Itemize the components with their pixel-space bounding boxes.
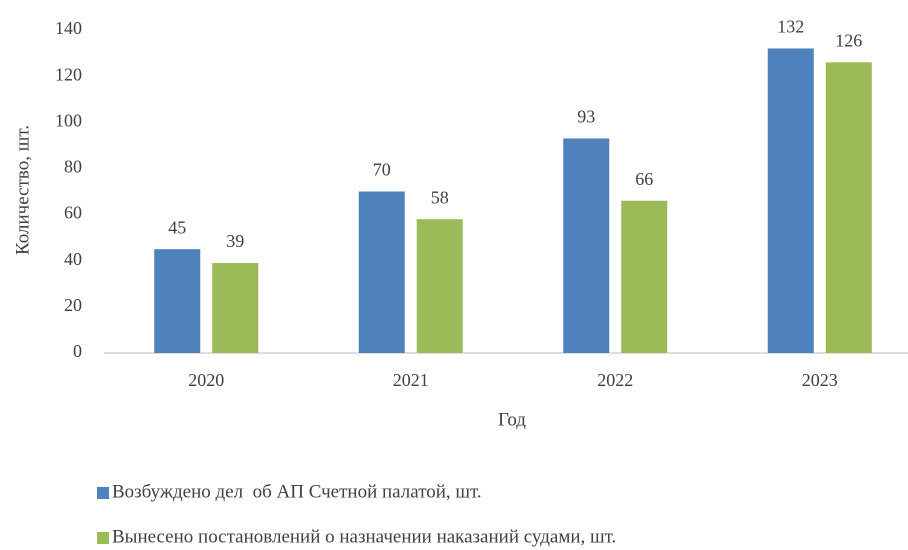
data-label: 126 — [835, 30, 862, 50]
data-label: 93 — [577, 107, 595, 127]
bar — [825, 62, 872, 354]
y-tick-label: 60 — [64, 203, 82, 223]
x-axis-label: Год — [498, 409, 526, 430]
bar — [621, 200, 668, 353]
data-label: 66 — [635, 169, 653, 189]
bar — [358, 191, 405, 353]
y-tick-label: 20 — [64, 295, 82, 315]
y-tick-label: 100 — [55, 110, 82, 130]
y-tick-label: 140 — [55, 18, 82, 38]
data-label: 45 — [168, 217, 186, 237]
data-label: 58 — [431, 187, 449, 207]
bar — [212, 263, 259, 353]
x-tick-label: 2021 — [393, 370, 429, 390]
legend-label: Возбуждено дел об АП Счетной палатой, шт… — [112, 481, 482, 502]
x-tick-label: 2022 — [597, 370, 633, 390]
y-tick-label: 40 — [64, 249, 82, 269]
data-label: 132 — [777, 17, 804, 37]
bar — [416, 219, 463, 353]
y-tick-label: 120 — [55, 64, 82, 84]
x-tick-label: 2023 — [802, 370, 838, 390]
legend-swatch — [97, 487, 109, 499]
data-label: 39 — [226, 231, 244, 251]
legend-label: Вынесено постановлений о назначении нака… — [112, 526, 616, 547]
legend-swatch — [97, 532, 109, 544]
y-axis-label: Количество, шт. — [12, 125, 33, 255]
data-label: 70 — [373, 160, 391, 180]
x-tick-label: 2020 — [188, 370, 224, 390]
y-tick-label: 80 — [64, 157, 82, 177]
bar — [154, 249, 201, 353]
bar — [767, 48, 814, 353]
bar — [563, 138, 610, 353]
y-tick-label: 0 — [73, 341, 82, 361]
